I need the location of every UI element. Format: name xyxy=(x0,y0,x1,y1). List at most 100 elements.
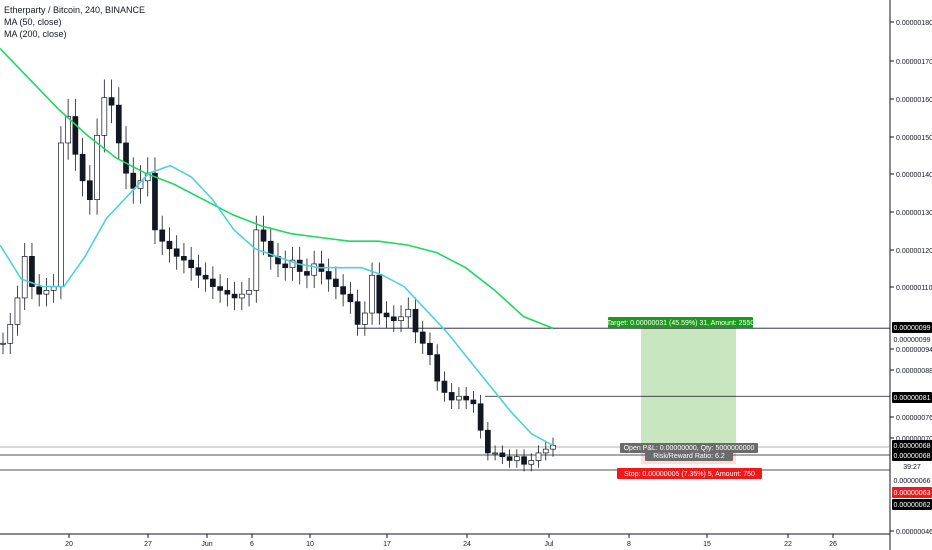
candle-body xyxy=(58,142,64,287)
candle-body xyxy=(383,312,390,318)
candle-body xyxy=(390,316,397,321)
x-tick-label: 24 xyxy=(463,541,471,548)
candle-body xyxy=(246,290,252,295)
candle-body xyxy=(499,452,506,458)
candle-body xyxy=(195,267,202,276)
candle-body xyxy=(513,456,520,461)
candle-body xyxy=(347,293,354,303)
candle-body xyxy=(43,290,50,295)
price-tag-68b: 0.00000068 xyxy=(894,453,931,460)
candle-body xyxy=(108,97,115,106)
y-tick-label: 0.00000180 xyxy=(896,20,932,27)
y-tick-label: 0.00000110 xyxy=(896,285,932,292)
candle-body xyxy=(528,460,535,465)
candle-body xyxy=(29,256,35,287)
candle-body xyxy=(115,104,122,144)
candle-body xyxy=(427,342,433,355)
candle-body xyxy=(36,286,43,295)
candle-body xyxy=(369,274,375,314)
stop-tag-bg xyxy=(617,468,762,479)
candle-body xyxy=(21,256,28,299)
price-tag-99b-bg xyxy=(892,334,932,345)
price-tag-68-bg xyxy=(892,440,932,451)
price-tag-81-bg xyxy=(892,392,932,403)
candle-body xyxy=(210,278,216,287)
candle-body xyxy=(311,263,318,276)
candle-body xyxy=(86,180,93,201)
price-tag-68: 0.00000068 xyxy=(894,443,931,450)
x-tick-label: Jul xyxy=(545,541,554,548)
candle-body xyxy=(354,301,361,325)
candle-body xyxy=(485,429,491,454)
candle-body xyxy=(72,116,79,155)
candle-body xyxy=(79,153,86,182)
candle-body xyxy=(441,380,448,393)
candle-body xyxy=(130,172,137,189)
price-tag-99-bg xyxy=(892,322,932,333)
x-tick-label: 26 xyxy=(829,541,837,548)
candle-body xyxy=(398,316,404,321)
candle-body xyxy=(456,395,462,401)
risk-reward-tag: Risk/Reward Ratio: 6.2 xyxy=(653,453,725,460)
price-tag-68b-bg xyxy=(892,450,932,461)
pnl-tag: Open P&L: 0.00000000, Qty: 5000000000 xyxy=(624,445,755,452)
candle-body xyxy=(296,259,303,272)
y-tick-label: 0.00000140 xyxy=(896,172,932,179)
countdown-tag-bg xyxy=(892,461,932,472)
price-tag-63: 0.00000063 xyxy=(894,490,931,497)
y-tick-label: 0.00000076 xyxy=(896,415,932,422)
y-tick-label: 0.00000070 xyxy=(896,436,932,443)
candle-body xyxy=(340,286,346,295)
candle-body xyxy=(333,278,339,287)
candle-body xyxy=(419,331,426,344)
y-tick-label: 0.00000160 xyxy=(896,97,932,104)
x-tick-label: 20 xyxy=(65,541,73,548)
pnl-tag-bg xyxy=(620,443,758,453)
ma200-line xyxy=(0,47,554,329)
target-tag: Target: 0.00000031 (45.59%) 31, Amount: … xyxy=(607,320,755,327)
candle-body xyxy=(448,392,455,401)
ma200-legend: MA (200, close) xyxy=(4,29,67,39)
candle-body xyxy=(412,308,419,333)
candle-body xyxy=(65,116,71,144)
price-tag-62-bg xyxy=(892,499,932,510)
candle-body xyxy=(282,263,289,269)
x-tick-label: 8 xyxy=(627,541,631,548)
candle-body xyxy=(253,229,260,291)
target-zone xyxy=(641,328,736,446)
candle-body xyxy=(405,308,412,318)
candle-body xyxy=(166,240,173,250)
candle-body xyxy=(159,229,166,242)
price-tag-66-bg xyxy=(892,475,932,486)
candle-body xyxy=(14,297,21,325)
candle-body xyxy=(434,354,441,382)
candle-body xyxy=(101,97,108,136)
candle-body xyxy=(217,286,223,291)
candle-body xyxy=(260,229,267,242)
countdown-tag: 39:27 xyxy=(903,464,921,471)
candle-body xyxy=(477,403,484,431)
x-tick-label: Jun xyxy=(201,541,212,548)
candle-body xyxy=(188,259,195,269)
y-tick-label: 0.00000120 xyxy=(896,248,932,255)
risk-reward-tag-bg xyxy=(645,452,733,461)
target-tag-bg xyxy=(608,317,753,328)
symbol-title: Etherparty / Bitcoin, 240, BINANCE xyxy=(4,5,146,15)
price-tag-63-bg xyxy=(892,487,932,498)
candle-body xyxy=(506,456,513,461)
chart-legend: Etherparty / Bitcoin, 240, BINANCE MA (5… xyxy=(4,4,145,40)
y-tick-label: 0.00000088 xyxy=(896,368,932,375)
candle-body xyxy=(0,342,6,345)
price-tag-62: 0.00000062 xyxy=(894,502,931,509)
x-tick-label: 15 xyxy=(703,541,711,548)
price-tag-99: 0.00000099 xyxy=(894,325,931,332)
price-tag-99b: 0.00000099 xyxy=(894,337,931,344)
candle-body xyxy=(304,271,310,276)
y-tick-label: 0.00000150 xyxy=(896,135,932,142)
candle-body xyxy=(376,274,383,314)
candle-body xyxy=(123,142,129,174)
candle-body xyxy=(173,248,180,257)
y-tick-label: 0.00000130 xyxy=(896,210,932,217)
candle-body xyxy=(181,256,187,261)
